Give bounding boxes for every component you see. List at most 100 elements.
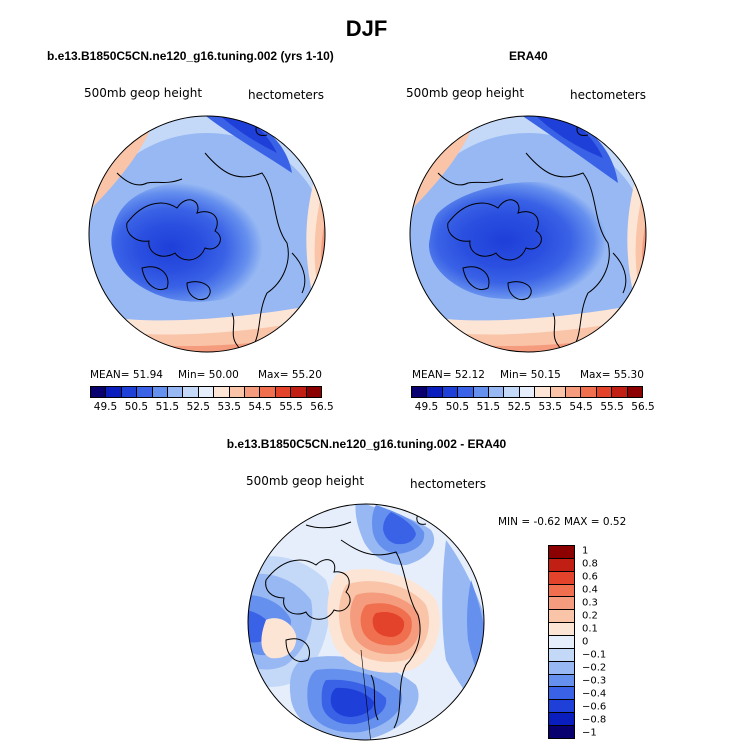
obs-colorbar-tick-label: 53.5 (538, 401, 562, 413)
diff-colorbar-swatch (549, 700, 574, 714)
model-contour-fill (89, 116, 325, 352)
figure-title: DJF (345, 16, 388, 41)
diff-colorbar-tick-label: −0.6 (582, 701, 607, 713)
model-colorbar-swatch (168, 387, 184, 397)
diff-contour-fill (248, 504, 484, 740)
diff-colorbar-ticks: 1 0.8 0.6 0.4 0.3 0.2 0.1 0 −0.1 −0.2 −0.3 −0.4 −0.6… (582, 545, 622, 739)
diff-colorbar-tick-label: 0.2 (582, 610, 598, 622)
obs-colorbar-swatch (458, 387, 474, 397)
diff-colorbar-tick-label: −0.1 (582, 649, 607, 661)
model-units-label: hectometers (248, 88, 324, 102)
model-colorbar-tick-label: 51.5 (155, 401, 180, 413)
obs-colorbar: 49.5 50.5 51.5 52.5 53.5 54.5 55.5 56.5 (411, 386, 655, 413)
model-colorbar-swatch (214, 387, 230, 397)
obs-colorbar-tick-label: 56.5 (631, 401, 655, 413)
obs-colorbar-tick-label: 49.5 (414, 401, 439, 413)
obs-colorbar-swatch (612, 387, 628, 397)
model-colorbar-tick-label: 49.5 (93, 401, 118, 413)
diff-colorbar-swatch (549, 648, 574, 662)
obs-colorbar-swatch (566, 387, 582, 397)
diff-colorbar-swatch (549, 546, 574, 559)
diff-colorbar-tick-label: −1 (582, 727, 597, 739)
model-colorbar-tick-label: 54.5 (248, 401, 272, 413)
obs-colorbar-ticks: 49.5 50.5 51.5 52.5 53.5 54.5 55.5 56.5 (411, 398, 655, 413)
diff-colorbar-tick-label: −0.4 (582, 688, 607, 700)
obs-colorbar-swatch (519, 387, 536, 397)
obs-colorbar-swatch (412, 387, 428, 397)
diff-colorbar-swatch (549, 726, 574, 738)
obs-colorbar-swatch (581, 387, 597, 397)
diff-colorbar-swatch (549, 636, 574, 649)
model-coastlines (116, 117, 306, 352)
obs-colorbar-swatch (596, 387, 613, 397)
model-colorbar-swatch (121, 387, 138, 397)
diff-panel-title: b.e13.B1850C5CN.ne120_g16.tuning.002 - E… (226, 437, 507, 451)
model-colorbar-tick-label: 53.5 (217, 401, 241, 413)
obs-polar-map (409, 115, 647, 353)
diff-colorbar-swatch (549, 610, 574, 624)
diff-colorbar-tick-label: 0.6 (582, 571, 598, 583)
obs-colorbar-tick-label: 51.5 (476, 401, 501, 413)
diff-colorbar-swatch (549, 713, 574, 727)
model-colorbar-swatch (275, 387, 292, 397)
model-colorbar-swatch (198, 387, 215, 397)
obs-units-label: hectometers (570, 88, 646, 102)
obs-colorbar-swatch (627, 387, 643, 397)
diff-colorbar-tick-label: −0.3 (582, 675, 607, 687)
obs-stat-mean: MEAN= 52.12 (412, 369, 485, 381)
diff-colorbar-swatch (549, 674, 574, 688)
model-colorbar-swatch (245, 387, 261, 397)
model-colorbar-swatch (91, 387, 107, 397)
diff-colorbar-tick-label: −0.2 (582, 662, 607, 674)
model-colorbar-swatch (137, 387, 153, 397)
diff-colorbar (548, 545, 575, 739)
model-stat-min: Min= 50.00 (178, 369, 239, 381)
obs-colorbar-swatch (489, 387, 505, 397)
diff-polar-map (247, 503, 485, 741)
diff-units-label: hectometers (410, 477, 486, 491)
model-colorbar-swatch (183, 387, 199, 397)
diff-colorbar-tick-label: 0.4 (582, 584, 598, 596)
obs-colorbar-swatch (550, 387, 567, 397)
diff-colorbar-tick-label: 0.3 (582, 597, 598, 609)
model-panel-title: b.e13.B1850C5CN.ne120_g16.tuning.002 (yr… (47, 49, 334, 63)
model-variable-label: 500mb geop height (84, 86, 203, 100)
obs-variable-label: 500mb geop height (406, 86, 525, 100)
obs-stat-max: Max= 55.30 (580, 369, 644, 381)
obs-colorbar-swatch (442, 387, 459, 397)
model-stat-max: Max= 55.20 (258, 369, 322, 381)
diff-colorbar-swatch (549, 558, 574, 572)
obs-colorbar-swatch (504, 387, 520, 397)
obs-colorbar-swatch (473, 387, 490, 397)
obs-contour-fill (410, 116, 646, 352)
obs-colorbar-tick-label: 55.5 (600, 401, 624, 413)
model-colorbar-tick-label: 50.5 (124, 401, 149, 413)
model-colorbar: 49.5 50.5 51.5 52.5 53.5 54.5 55.5 56.5 (90, 386, 334, 413)
diff-colorbar-swatch (549, 571, 574, 585)
diff-colorbar-swatch (549, 584, 574, 598)
model-stat-mean: MEAN= 51.94 (90, 369, 163, 381)
diff-colorbar-tick-label: 0.8 (582, 558, 598, 570)
diff-colorbar-tick-label: 0 (582, 636, 589, 648)
model-colorbar-swatch (291, 387, 307, 397)
model-polar-map (88, 115, 326, 353)
obs-stat-min: Min= 50.15 (500, 369, 561, 381)
model-colorbar-swatch (229, 387, 246, 397)
obs-colorbar-swatch (535, 387, 551, 397)
obs-colorbar-tick-label: 52.5 (507, 401, 531, 413)
obs-colorbar-tick-label: 50.5 (445, 401, 470, 413)
model-colorbar-tick-label: 56.5 (310, 401, 334, 413)
obs-colorbar-swatch (427, 387, 443, 397)
model-colorbar-ticks: 49.5 50.5 51.5 52.5 53.5 54.5 55.5 56.5 (90, 398, 334, 413)
diff-coastlines (265, 509, 427, 740)
diff-colorbar-swatch (549, 687, 574, 701)
model-colorbar-swatch (260, 387, 276, 397)
obs-colorbar-tick-label: 54.5 (569, 401, 593, 413)
diff-minmax: MIN = -0.62 MAX = 0.52 (498, 516, 627, 528)
obs-coastlines (437, 117, 627, 352)
diff-colorbar-swatch (549, 661, 574, 675)
diff-colorbar-tick-label: 1 (582, 545, 589, 557)
diff-colorbar-tick-label: 0.1 (582, 623, 598, 635)
diff-colorbar-swatch (549, 597, 574, 611)
model-colorbar-swatch (152, 387, 169, 397)
